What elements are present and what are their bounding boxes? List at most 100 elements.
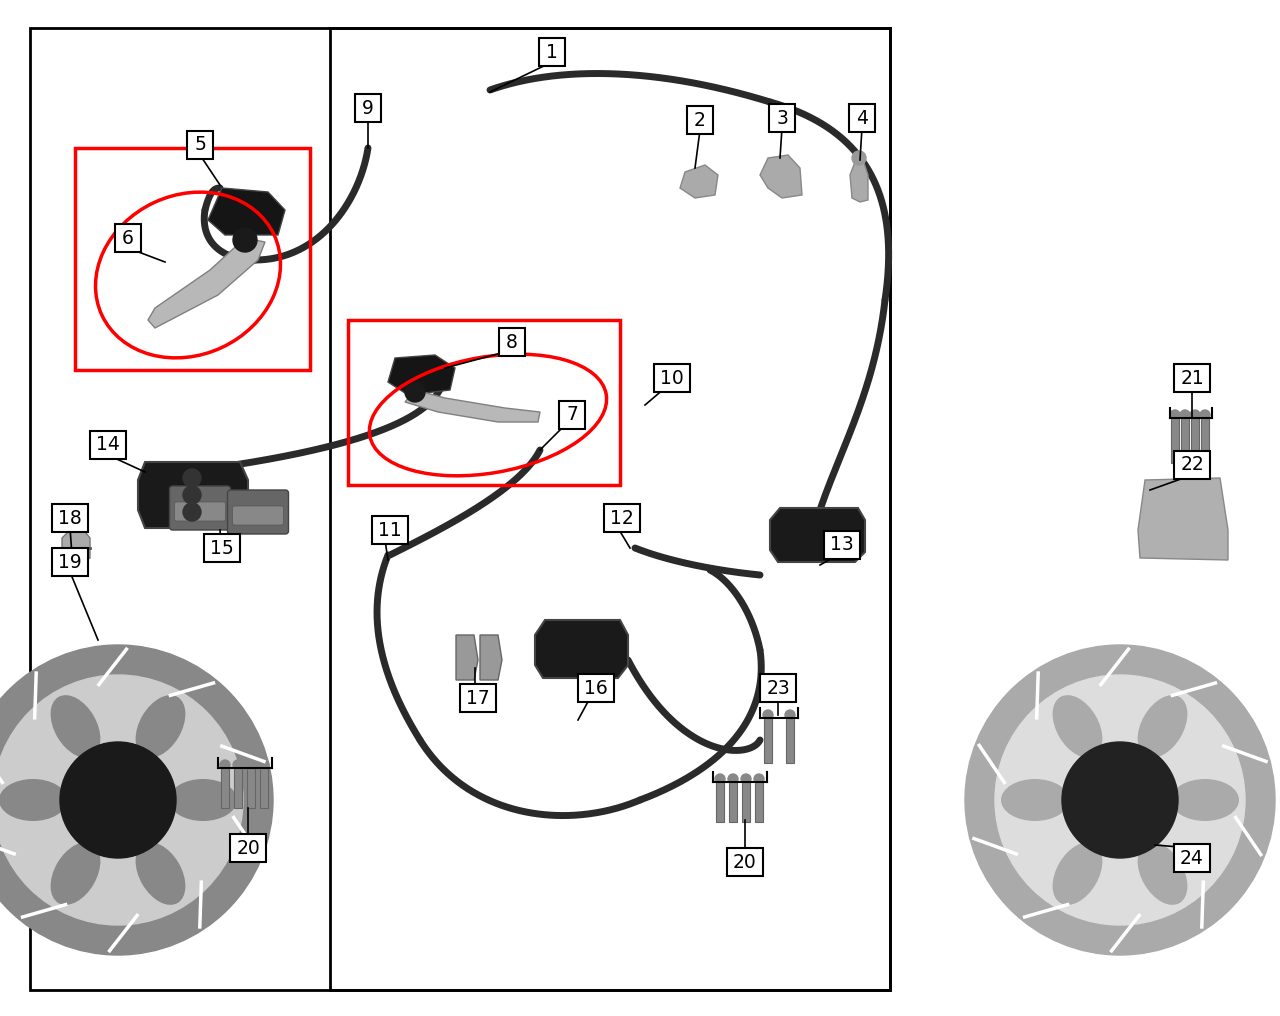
Circle shape bbox=[0, 675, 243, 925]
FancyBboxPatch shape bbox=[687, 106, 713, 134]
Ellipse shape bbox=[0, 779, 67, 821]
Bar bbox=[1190, 418, 1199, 463]
Circle shape bbox=[246, 760, 256, 770]
Text: 8: 8 bbox=[506, 332, 518, 352]
FancyBboxPatch shape bbox=[52, 548, 88, 576]
Text: 4: 4 bbox=[856, 109, 868, 127]
Bar bbox=[1181, 418, 1189, 463]
FancyBboxPatch shape bbox=[824, 531, 860, 559]
Polygon shape bbox=[680, 165, 718, 198]
Ellipse shape bbox=[1001, 779, 1069, 821]
Circle shape bbox=[995, 675, 1245, 925]
Text: 15: 15 bbox=[210, 538, 234, 558]
Circle shape bbox=[1170, 410, 1180, 420]
FancyBboxPatch shape bbox=[1174, 451, 1210, 479]
Text: 13: 13 bbox=[831, 535, 854, 555]
FancyBboxPatch shape bbox=[579, 674, 614, 702]
Circle shape bbox=[183, 469, 201, 487]
Bar bbox=[348, 320, 620, 485]
Circle shape bbox=[183, 503, 201, 521]
Text: 1: 1 bbox=[547, 43, 558, 62]
Ellipse shape bbox=[51, 695, 100, 758]
Text: 18: 18 bbox=[58, 508, 82, 527]
Polygon shape bbox=[207, 188, 285, 235]
FancyBboxPatch shape bbox=[1174, 364, 1210, 392]
Ellipse shape bbox=[51, 842, 100, 905]
Polygon shape bbox=[148, 238, 265, 328]
Text: 16: 16 bbox=[584, 679, 608, 698]
Bar bbox=[330, 28, 890, 990]
FancyBboxPatch shape bbox=[115, 224, 141, 252]
Polygon shape bbox=[480, 635, 502, 680]
Bar bbox=[755, 782, 763, 822]
FancyBboxPatch shape bbox=[559, 401, 585, 429]
Circle shape bbox=[741, 774, 751, 784]
FancyBboxPatch shape bbox=[539, 38, 564, 66]
Text: 3: 3 bbox=[776, 109, 788, 127]
Bar bbox=[1171, 418, 1179, 463]
Text: 17: 17 bbox=[466, 689, 490, 707]
Circle shape bbox=[60, 742, 177, 858]
FancyBboxPatch shape bbox=[228, 490, 288, 534]
FancyBboxPatch shape bbox=[230, 834, 266, 862]
Ellipse shape bbox=[1052, 695, 1102, 758]
FancyBboxPatch shape bbox=[372, 516, 408, 544]
Circle shape bbox=[754, 774, 764, 784]
FancyBboxPatch shape bbox=[460, 684, 497, 712]
Polygon shape bbox=[404, 390, 540, 422]
FancyBboxPatch shape bbox=[727, 848, 763, 876]
FancyBboxPatch shape bbox=[90, 431, 125, 459]
Polygon shape bbox=[535, 620, 628, 678]
Text: 21: 21 bbox=[1180, 369, 1204, 387]
Text: 5: 5 bbox=[195, 135, 206, 154]
FancyBboxPatch shape bbox=[654, 364, 690, 392]
Text: 7: 7 bbox=[566, 405, 579, 425]
Text: 19: 19 bbox=[58, 553, 82, 571]
Circle shape bbox=[1190, 410, 1201, 420]
FancyBboxPatch shape bbox=[169, 486, 230, 530]
FancyBboxPatch shape bbox=[769, 104, 795, 132]
Text: 9: 9 bbox=[362, 99, 374, 118]
Circle shape bbox=[763, 710, 773, 720]
Polygon shape bbox=[1138, 478, 1228, 560]
Ellipse shape bbox=[1171, 779, 1239, 821]
Text: 20: 20 bbox=[733, 852, 756, 872]
Bar bbox=[742, 782, 750, 822]
Circle shape bbox=[852, 151, 867, 165]
FancyBboxPatch shape bbox=[604, 504, 640, 532]
Bar bbox=[730, 782, 737, 822]
Bar bbox=[1201, 418, 1210, 463]
Circle shape bbox=[728, 774, 739, 784]
FancyBboxPatch shape bbox=[849, 104, 876, 132]
Polygon shape bbox=[388, 355, 454, 395]
Text: 20: 20 bbox=[236, 838, 260, 858]
Polygon shape bbox=[456, 635, 477, 680]
FancyBboxPatch shape bbox=[174, 502, 225, 521]
Circle shape bbox=[259, 760, 269, 770]
Text: 23: 23 bbox=[767, 679, 790, 698]
Circle shape bbox=[1201, 410, 1210, 420]
Bar bbox=[764, 718, 772, 763]
Bar bbox=[76, 148, 310, 370]
Circle shape bbox=[1062, 742, 1178, 858]
Bar bbox=[786, 718, 794, 763]
FancyBboxPatch shape bbox=[355, 94, 381, 122]
Circle shape bbox=[1180, 410, 1190, 420]
FancyBboxPatch shape bbox=[187, 131, 212, 158]
FancyBboxPatch shape bbox=[499, 328, 525, 356]
Circle shape bbox=[785, 710, 795, 720]
FancyBboxPatch shape bbox=[204, 534, 241, 562]
Text: 2: 2 bbox=[694, 111, 707, 129]
Ellipse shape bbox=[1138, 842, 1188, 905]
FancyBboxPatch shape bbox=[52, 504, 88, 532]
Ellipse shape bbox=[1052, 842, 1102, 905]
Circle shape bbox=[233, 228, 257, 252]
Text: 12: 12 bbox=[611, 508, 634, 527]
Bar bbox=[716, 782, 724, 822]
Text: 11: 11 bbox=[378, 520, 402, 539]
Circle shape bbox=[220, 760, 230, 770]
Circle shape bbox=[0, 645, 273, 955]
Circle shape bbox=[404, 382, 425, 402]
Text: 14: 14 bbox=[96, 436, 120, 454]
Ellipse shape bbox=[169, 779, 237, 821]
